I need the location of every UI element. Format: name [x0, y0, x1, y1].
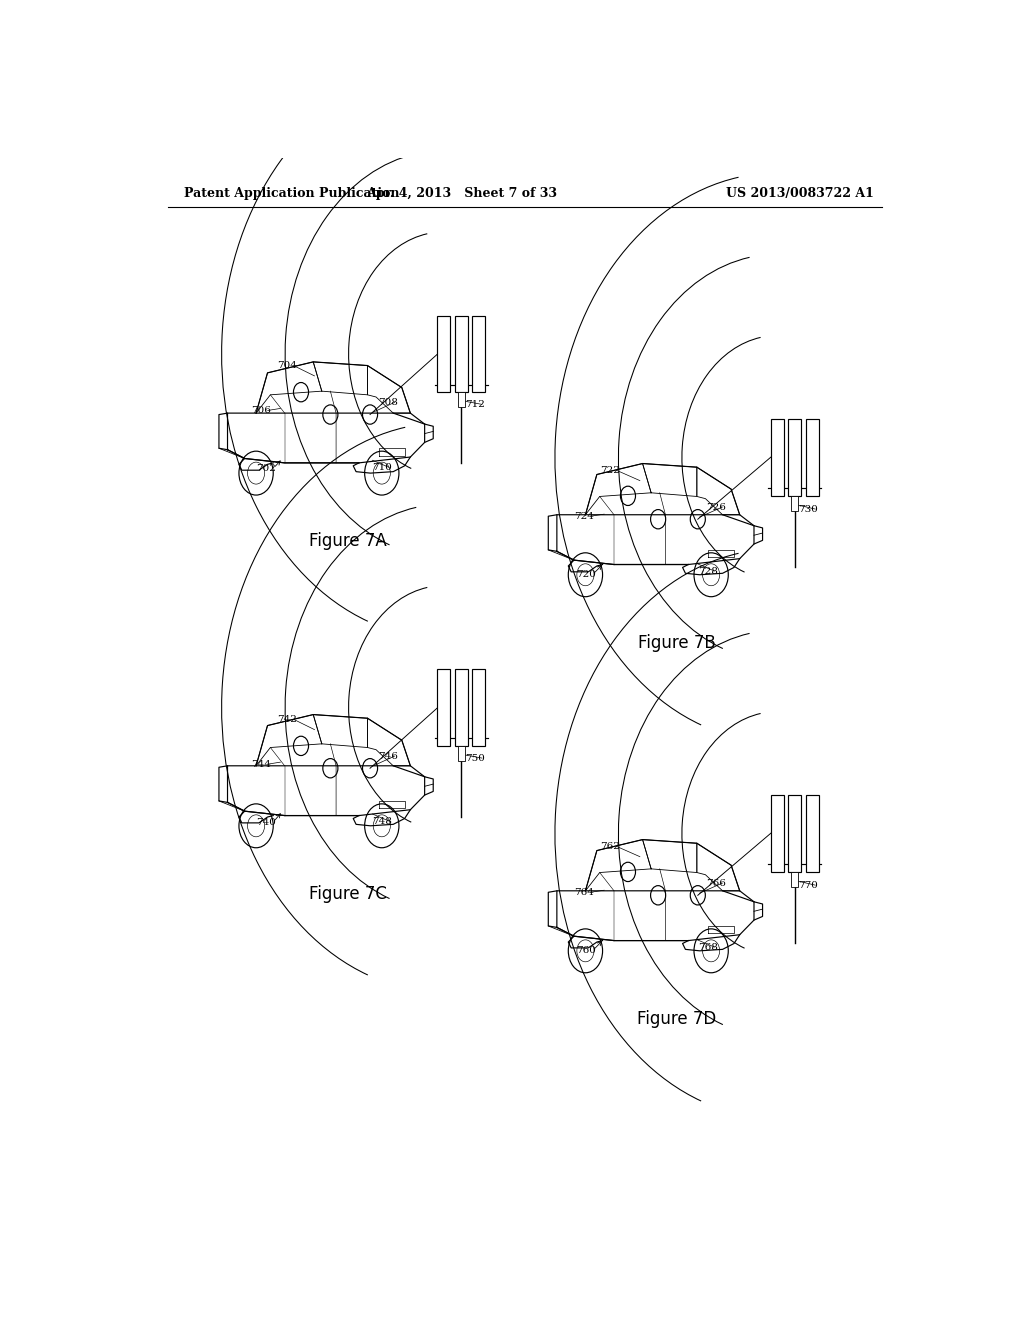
Text: 704: 704	[278, 362, 297, 370]
Bar	[788, 795, 801, 873]
Text: 770: 770	[799, 880, 818, 890]
Bar	[437, 669, 451, 746]
Bar	[788, 420, 801, 496]
Text: Figure 7A: Figure 7A	[308, 532, 386, 550]
Bar	[472, 315, 485, 392]
Text: US 2013/0083722 A1: US 2013/0083722 A1	[726, 187, 873, 201]
Text: 722: 722	[600, 466, 621, 475]
Bar	[771, 795, 783, 873]
Bar	[806, 795, 818, 873]
Bar	[455, 669, 468, 746]
Text: Apr. 4, 2013   Sheet 7 of 33: Apr. 4, 2013 Sheet 7 of 33	[366, 187, 557, 201]
Text: 708: 708	[378, 397, 398, 407]
Text: Figure 7B: Figure 7B	[638, 634, 716, 652]
Text: 768: 768	[697, 942, 718, 952]
Bar	[792, 496, 798, 511]
Bar	[472, 669, 485, 746]
Text: Figure 7C: Figure 7C	[308, 884, 386, 903]
Text: 766: 766	[706, 879, 726, 887]
Text: 728: 728	[697, 566, 718, 576]
Bar	[792, 873, 798, 887]
Text: 702: 702	[257, 463, 276, 473]
Text: 750: 750	[465, 754, 485, 763]
Text: 764: 764	[574, 888, 594, 896]
Text: 760: 760	[577, 945, 596, 954]
Text: 712: 712	[465, 400, 485, 409]
Text: 746: 746	[378, 751, 398, 760]
Text: 744: 744	[251, 760, 271, 768]
Bar	[437, 315, 451, 392]
Text: 762: 762	[600, 842, 621, 851]
Text: Figure 7D: Figure 7D	[637, 1010, 717, 1028]
Text: 730: 730	[799, 504, 818, 513]
Text: 724: 724	[574, 512, 594, 520]
Text: 726: 726	[706, 503, 726, 512]
Text: 740: 740	[257, 817, 276, 826]
Text: 706: 706	[251, 407, 271, 414]
Bar	[458, 746, 465, 760]
Bar	[771, 420, 783, 496]
Bar	[806, 420, 818, 496]
Bar	[455, 315, 468, 392]
Bar	[458, 392, 465, 407]
Text: 720: 720	[577, 570, 596, 578]
Text: 748: 748	[373, 817, 392, 825]
Text: 710: 710	[373, 463, 392, 471]
Text: 742: 742	[278, 715, 297, 723]
Text: Patent Application Publication: Patent Application Publication	[183, 187, 399, 201]
